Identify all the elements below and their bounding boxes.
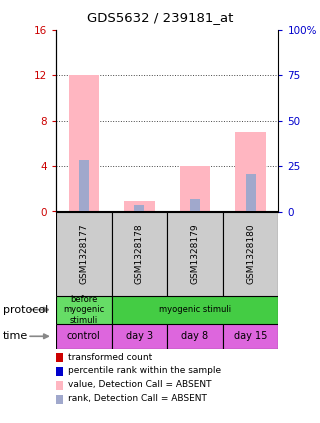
Bar [167,212,223,296]
Bar [112,296,278,324]
Text: myogenic stimuli: myogenic stimuli [159,305,231,314]
Text: day 8: day 8 [181,331,209,341]
Text: GDS5632 / 239181_at: GDS5632 / 239181_at [87,11,233,24]
Text: GSM1328178: GSM1328178 [135,223,144,284]
Bar [167,324,223,349]
Bar [56,296,112,324]
Text: transformed count: transformed count [68,352,152,362]
Text: value, Detection Call = ABSENT: value, Detection Call = ABSENT [68,380,211,390]
Bar [56,324,112,349]
Text: day 3: day 3 [126,331,153,341]
Bar [245,174,256,212]
Bar [223,324,278,349]
Bar [112,212,167,296]
Bar [112,324,167,349]
Bar [56,212,112,296]
Text: control: control [67,331,101,341]
Text: GSM1328177: GSM1328177 [79,223,88,284]
Bar [190,199,200,212]
Bar [180,166,210,212]
Text: GSM1328179: GSM1328179 [190,223,199,284]
Text: percentile rank within the sample: percentile rank within the sample [68,366,221,376]
Text: GSM1328180: GSM1328180 [246,223,255,284]
Text: rank, Detection Call = ABSENT: rank, Detection Call = ABSENT [68,394,207,404]
Bar [68,75,99,212]
Text: day 15: day 15 [234,331,267,341]
Text: protocol: protocol [3,305,48,315]
Text: before
myogenic
stimuli: before myogenic stimuli [63,295,104,325]
Bar [79,160,89,212]
Bar [235,132,266,212]
Bar [134,205,144,212]
Bar [223,212,278,296]
Bar [124,201,155,212]
Text: time: time [3,331,28,341]
